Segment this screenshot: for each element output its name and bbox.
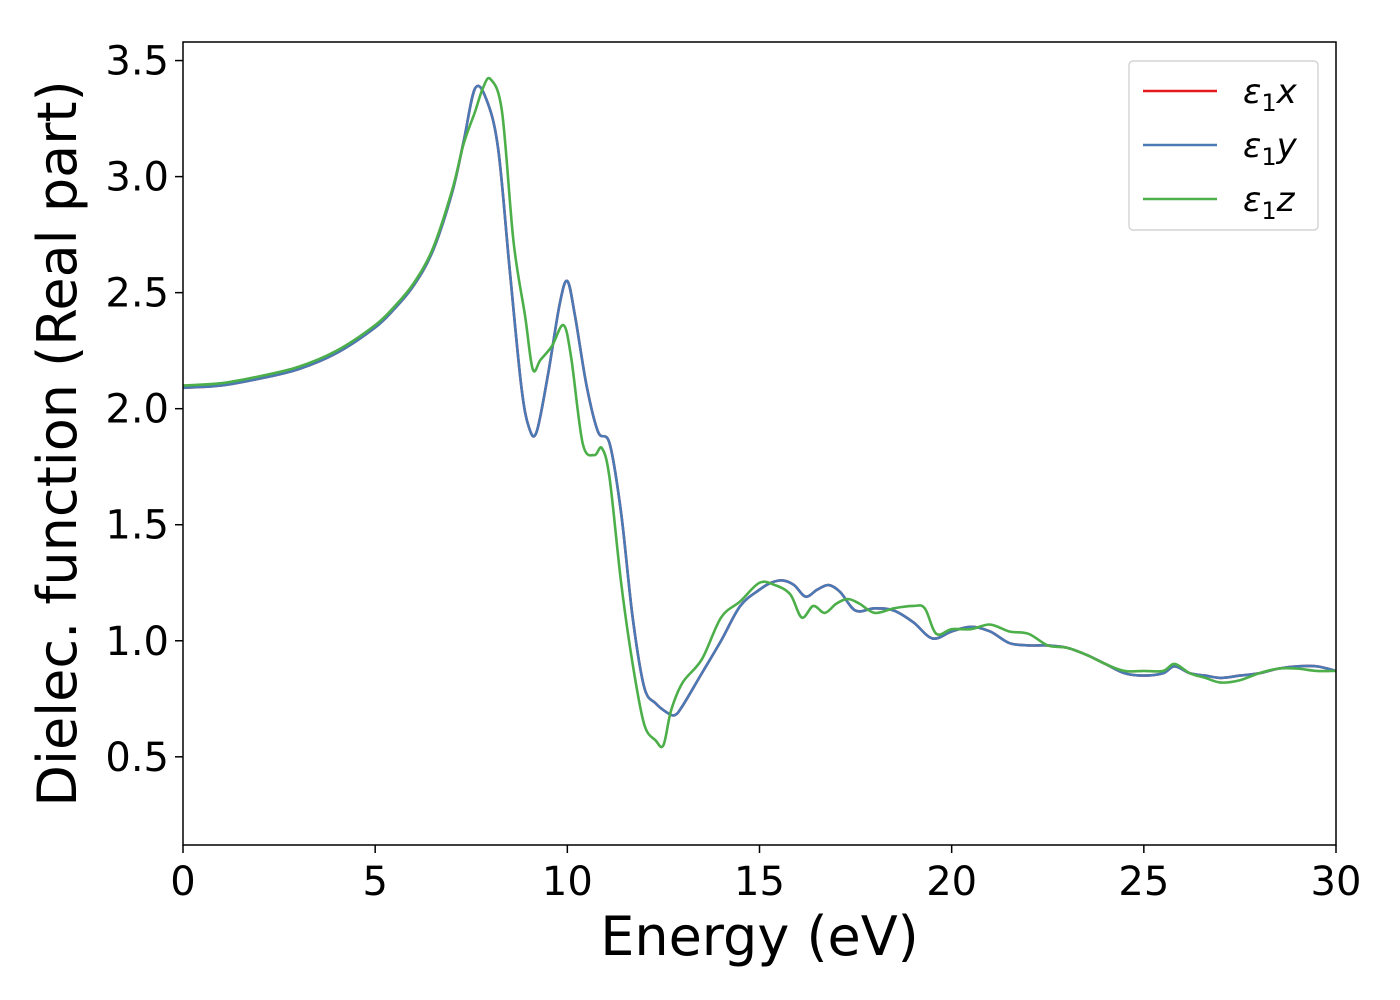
x-axis-label: Energy (eV) xyxy=(600,905,919,968)
x-tick-label: 20 xyxy=(926,859,977,905)
y-tick-label: 3.0 xyxy=(105,155,169,201)
x-tick-label: 25 xyxy=(1118,859,1169,905)
legend-item-y: ε1y xyxy=(1143,126,1298,171)
series-layer xyxy=(183,76,1336,749)
x-axis: 0 5 10 15 20 25 30 xyxy=(170,845,1361,905)
legend-item-x: ε1x xyxy=(1143,72,1298,117)
y-axis-label: Dielec. function (Real part) xyxy=(26,80,89,806)
legend-label: ε1z xyxy=(1243,180,1296,225)
y-tick-label: 2.0 xyxy=(105,387,169,433)
x-tick-label: 5 xyxy=(362,859,387,905)
y-tick-label: 1.0 xyxy=(105,619,169,665)
x-tick-label: 15 xyxy=(734,859,785,905)
y-tick-label: 0.5 xyxy=(105,735,169,781)
y-tick-label: 3.5 xyxy=(105,39,169,85)
y-axis: 0.5 1.0 1.5 2.0 2.5 3.0 3.5 xyxy=(105,39,183,781)
legend-label: ε1y xyxy=(1243,126,1298,171)
legend-item-z: ε1z xyxy=(1143,180,1296,225)
y-tick-label: 2.5 xyxy=(105,271,169,317)
x-tick-label: 30 xyxy=(1311,859,1362,905)
series-line-z xyxy=(183,76,1336,749)
y-tick-label: 1.5 xyxy=(105,503,169,549)
legend-box xyxy=(1128,60,1319,231)
legend: ε1x ε1y ε1z xyxy=(1128,60,1319,231)
x-tick-label: 0 xyxy=(170,859,195,905)
series-line-y xyxy=(183,84,1336,717)
legend-label: ε1x xyxy=(1243,72,1298,117)
x-tick-label: 10 xyxy=(542,859,593,905)
